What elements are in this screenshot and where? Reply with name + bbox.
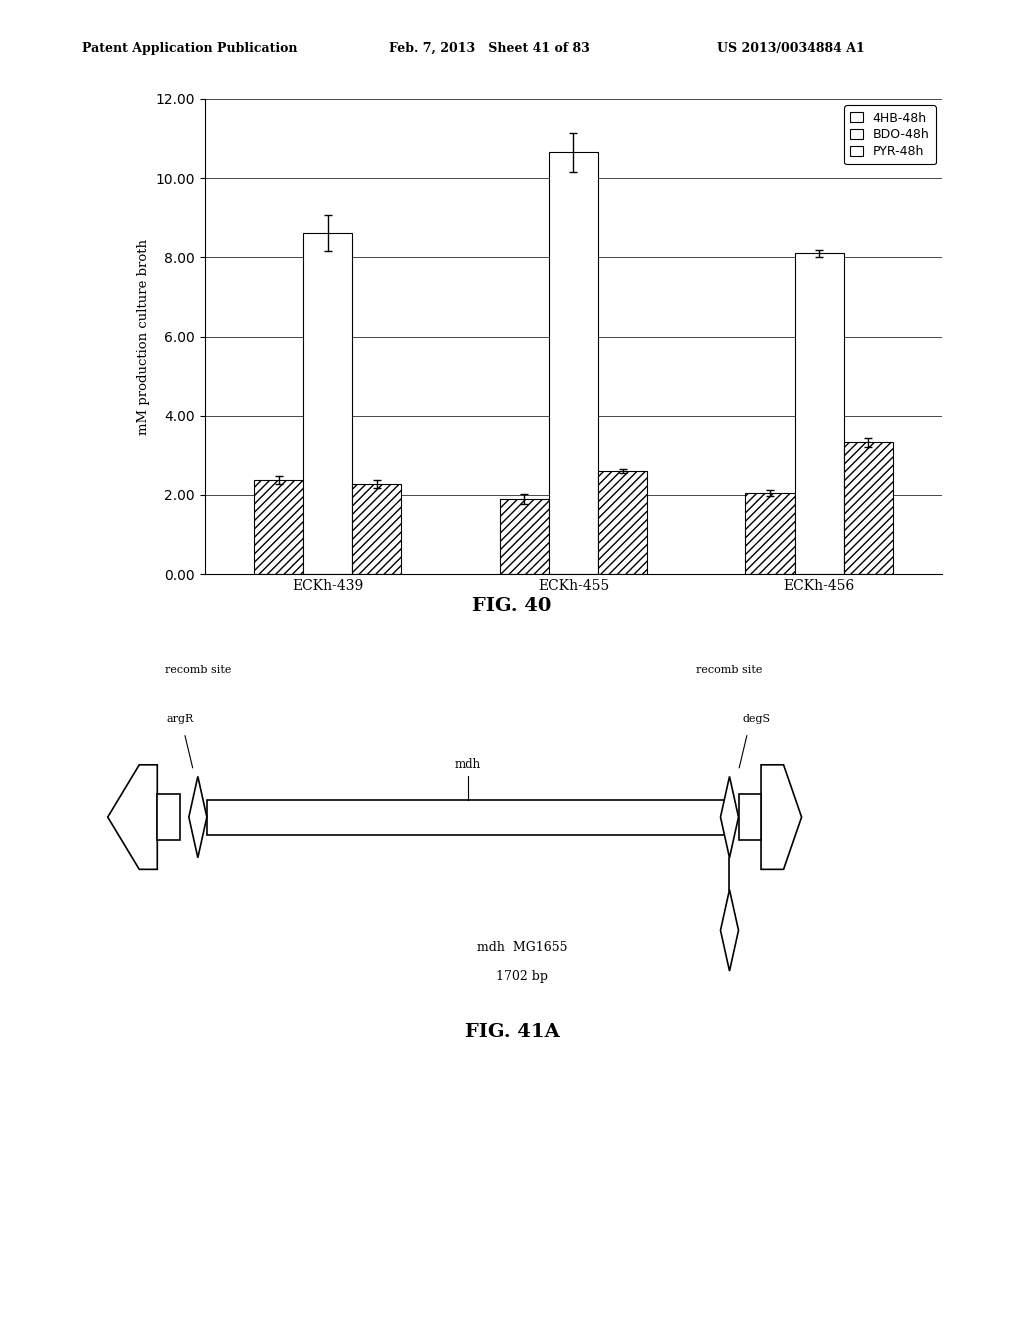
Polygon shape xyxy=(761,764,802,870)
Polygon shape xyxy=(108,764,158,870)
Text: US 2013/0034884 A1: US 2013/0034884 A1 xyxy=(717,42,864,55)
Bar xyxy=(844,442,893,574)
Bar xyxy=(158,793,180,841)
Text: recomb site: recomb site xyxy=(696,665,763,675)
Bar xyxy=(745,494,795,574)
Polygon shape xyxy=(188,776,207,858)
Text: mdh: mdh xyxy=(455,758,481,771)
Bar xyxy=(795,253,844,574)
Bar xyxy=(207,800,729,834)
Text: argR: argR xyxy=(166,714,194,725)
Bar xyxy=(598,471,647,574)
Bar xyxy=(500,499,549,574)
Text: FIG. 41A: FIG. 41A xyxy=(465,1023,559,1041)
Bar xyxy=(254,480,303,574)
Legend: 4HB-48h, BDO-48h, PYR-48h: 4HB-48h, BDO-48h, PYR-48h xyxy=(844,106,936,164)
Text: degS: degS xyxy=(742,714,771,725)
Text: recomb site: recomb site xyxy=(165,665,231,675)
Polygon shape xyxy=(721,776,738,858)
Bar xyxy=(352,484,401,574)
Text: Feb. 7, 2013   Sheet 41 of 83: Feb. 7, 2013 Sheet 41 of 83 xyxy=(389,42,590,55)
Text: Patent Application Publication: Patent Application Publication xyxy=(82,42,297,55)
Text: 1702 bp: 1702 bp xyxy=(497,970,548,982)
Bar xyxy=(738,793,761,841)
Bar xyxy=(303,232,352,574)
Text: mdh  MG1655: mdh MG1655 xyxy=(477,941,567,953)
Bar xyxy=(549,153,598,574)
Y-axis label: mM production culture broth: mM production culture broth xyxy=(137,239,151,434)
Text: FIG. 40: FIG. 40 xyxy=(472,597,552,615)
